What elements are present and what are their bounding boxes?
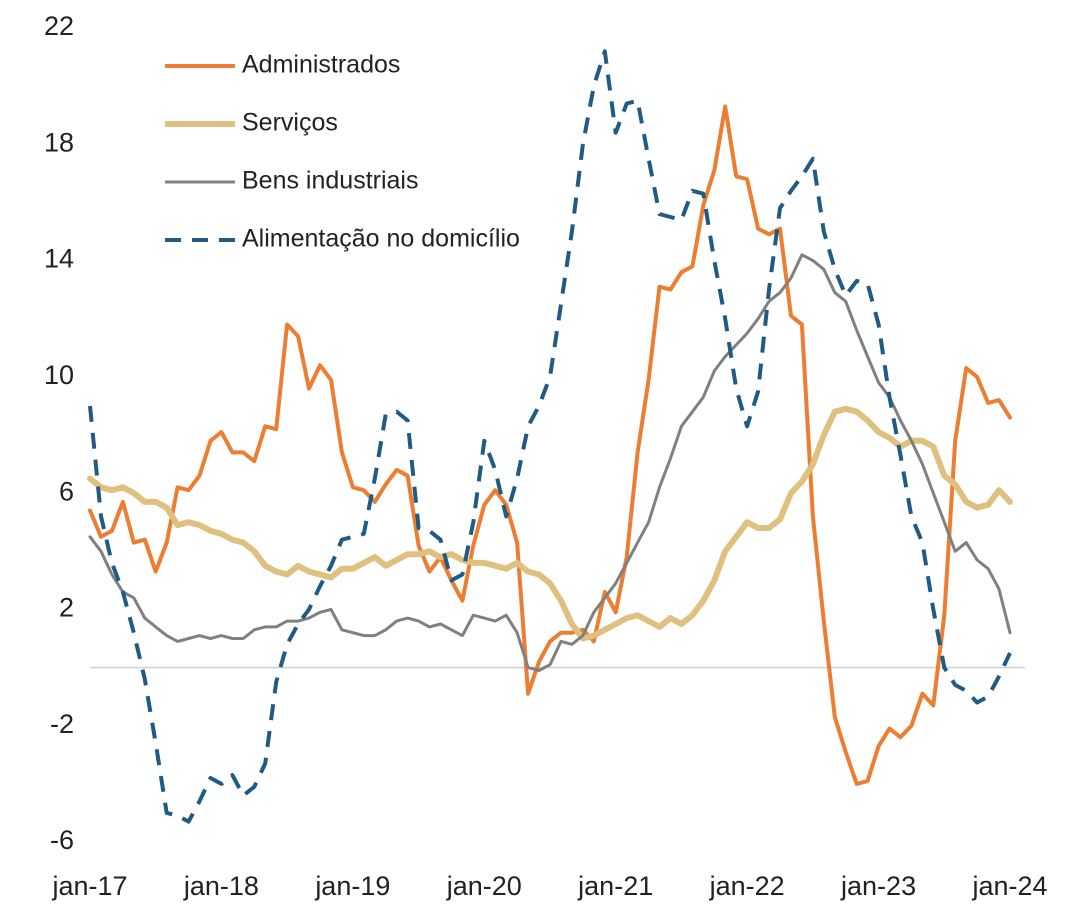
y-tick-label: 6 <box>59 476 74 506</box>
x-tick-label: jan-17 <box>51 871 127 901</box>
legend-label: Alimentação no domicílio <box>242 225 520 253</box>
x-tick-label: jan-23 <box>840 871 916 901</box>
x-tick-label: jan-19 <box>314 871 390 901</box>
series-line <box>88 104 1012 786</box>
series-line <box>88 253 1012 672</box>
x-tick-label: jan-22 <box>709 871 785 901</box>
legend-label: Bens industriais <box>242 167 418 195</box>
y-tick-label: 18 <box>44 127 74 157</box>
x-tick-label: jan-24 <box>971 871 1047 901</box>
series-line <box>88 49 1012 824</box>
x-tick-label: jan-20 <box>446 871 522 901</box>
x-tick-label: jan-18 <box>183 871 259 901</box>
y-tick-label: -2 <box>50 709 74 739</box>
y-tick-label: 22 <box>44 11 74 41</box>
series-line <box>87 405 1013 642</box>
legend-label: Administrados <box>242 51 400 79</box>
legend-label: Serviços <box>242 109 338 137</box>
y-tick-label: 2 <box>59 593 74 623</box>
y-tick-label: 10 <box>44 360 74 390</box>
y-tick-label: 14 <box>44 244 74 274</box>
y-tick-label: -6 <box>50 825 74 855</box>
x-tick-label: jan-21 <box>577 871 653 901</box>
